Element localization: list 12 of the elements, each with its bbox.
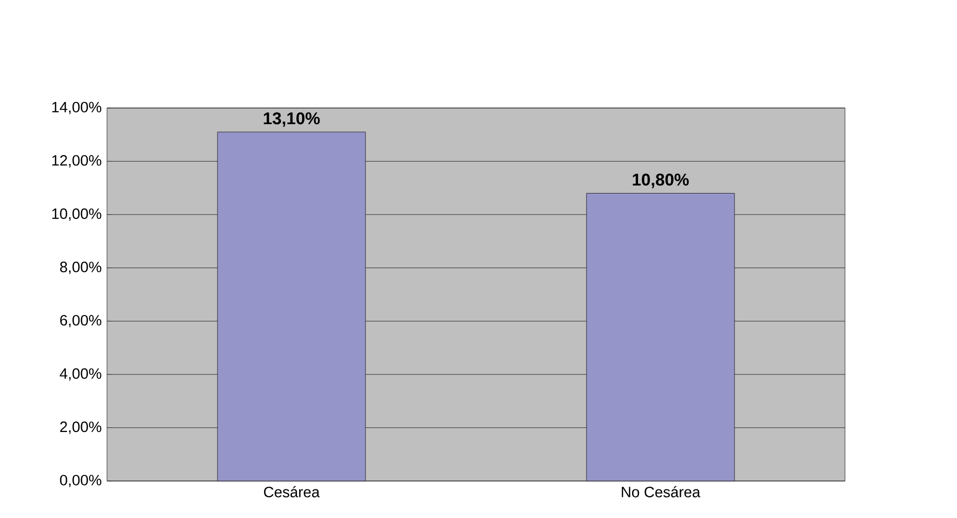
y-tick-label: 14,00%	[52, 102, 102, 114]
data-label: 13,10%	[264, 112, 320, 127]
y-tick-label: 2,00%	[60, 422, 102, 434]
y-tick-label: 6,00%	[60, 314, 102, 328]
x-tick-label: Cesárea	[264, 486, 320, 498]
y-tick-label: 0,00%	[60, 474, 102, 488]
y-tick-label: 10,00%	[52, 208, 102, 221]
y-tick-label: 12,00%	[52, 155, 102, 168]
data-label: 10,80%	[632, 174, 689, 188]
x-tick-label: No Cesárea	[622, 486, 700, 498]
y-tick-label: 8,00%	[60, 262, 102, 274]
y-tick-label: 4,00%	[60, 368, 102, 381]
